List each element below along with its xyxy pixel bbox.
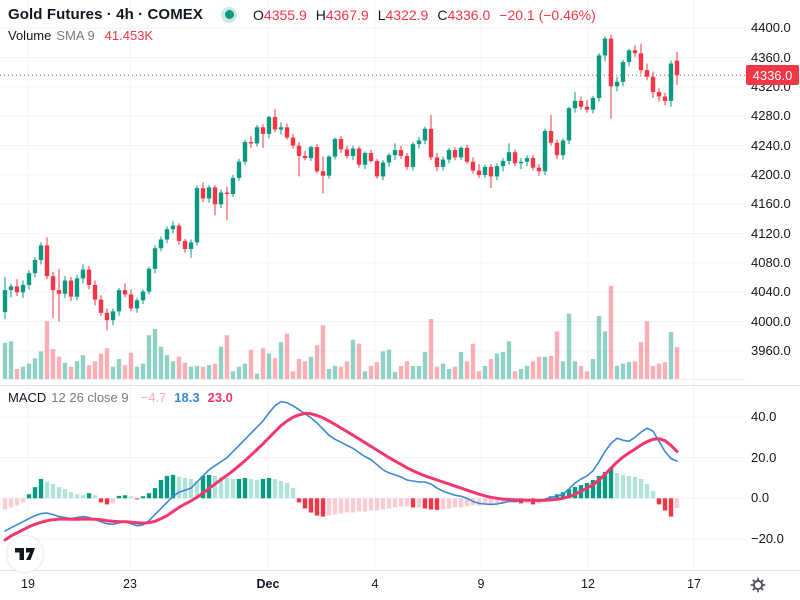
close-value: 4336.0 <box>447 6 491 23</box>
macd-axis-label: 20.0 <box>751 449 777 465</box>
time-axis-label: 12 <box>581 577 595 591</box>
low-value: 4322.9 <box>385 6 429 23</box>
high-label: H <box>315 6 326 23</box>
market-status-icon <box>221 6 238 23</box>
macd-axis-label: −20.0 <box>751 531 784 546</box>
last-price-badge: 4336.0 <box>746 65 799 86</box>
open-value: 4355.9 <box>263 6 307 23</box>
volume-bars <box>0 285 745 380</box>
macd-hist-value: −4.7 <box>140 390 167 405</box>
time-axis-label: 9 <box>477 577 485 591</box>
macd-legend: MACD 12 26 close 9 −4.7 18.3 23.0 <box>8 390 233 405</box>
open-label: O <box>253 6 264 23</box>
volume-value: 41.453K <box>104 28 154 43</box>
tradingview-logo-icon <box>15 548 35 560</box>
macd-label: MACD <box>8 390 47 405</box>
ohlc-values: O4355.9 H4367.9 L4322.9 C4336.0 −20.1 (−… <box>253 7 596 23</box>
timezone-settings-button[interactable] <box>745 572 771 598</box>
time-axis-label: 23 <box>123 577 137 591</box>
macd-axis-label: 0.0 <box>751 490 770 506</box>
macd-signal-line <box>3 411 679 542</box>
macd-line <box>4 400 678 532</box>
candlestick-series <box>2 34 680 331</box>
close-label: C <box>437 6 448 23</box>
time-axis-label: 17 <box>687 577 701 591</box>
price-axis-label: 4040.0 <box>751 284 791 300</box>
price-axis-label: 4000.0 <box>751 313 791 329</box>
time-axis-label: 4 <box>371 577 379 591</box>
macd-line-value: 18.3 <box>174 390 200 405</box>
macd-axis-label: 40.0 <box>751 408 777 424</box>
symbol-header: Gold Futures · 4h · COMEX O4355.9 H4367.… <box>8 6 596 23</box>
price-axis-label: 4240.0 <box>751 137 791 153</box>
symbol-title[interactable]: Gold Futures · 4h · COMEX <box>8 6 204 23</box>
volume-label: Volume <box>8 28 52 43</box>
price-axis-label: 3960.0 <box>751 342 791 358</box>
macd-params: 12 26 close 9 <box>51 390 129 405</box>
change-value: −20.1 (−0.46%) <box>499 6 596 23</box>
price-axis-label: 4080.0 <box>751 254 791 270</box>
price-axis-label: 4200.0 <box>751 166 791 182</box>
price-axis-label: 4360.0 <box>751 49 791 65</box>
gear-icon <box>750 577 766 593</box>
tradingview-logo[interactable] <box>6 535 44 573</box>
volume-legend: Volume SMA 9 41.453K <box>8 28 153 43</box>
macd-histogram <box>2 467 680 517</box>
time-axis-label: Dec <box>256 577 280 591</box>
time-axis-label: 19 <box>21 577 35 591</box>
high-value: 4367.9 <box>325 6 369 23</box>
macd-signal-value: 23.0 <box>207 390 233 405</box>
volume-params: SMA 9 <box>56 28 95 43</box>
price-axis-label: 4280.0 <box>751 108 791 124</box>
price-axis-label: 4160.0 <box>751 196 791 212</box>
price-axis-label: 4400.0 <box>751 20 791 36</box>
price-axis-label: 4120.0 <box>751 225 791 241</box>
low-label: L <box>377 6 386 23</box>
